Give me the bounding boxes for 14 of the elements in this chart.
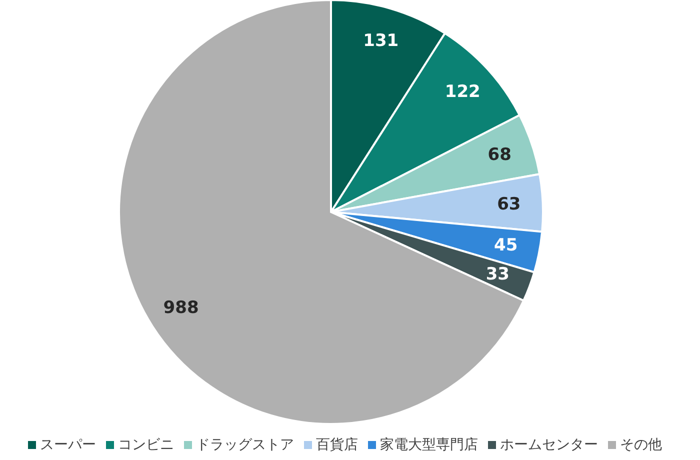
legend-label: 家電大型専門店 xyxy=(380,437,478,453)
legend-label: ホームセンター xyxy=(500,437,598,453)
data-label: 68 xyxy=(488,144,512,165)
data-label: 122 xyxy=(444,82,480,102)
data-label: 33 xyxy=(486,264,510,285)
legend-label: コンビニ xyxy=(118,437,174,453)
legend-label: ドラッグストア xyxy=(196,437,294,453)
data-label: 988 xyxy=(163,298,199,318)
data-label: 45 xyxy=(494,236,518,256)
data-label: 63 xyxy=(497,194,521,214)
data-label: 131 xyxy=(363,31,399,52)
legend-label: その他 xyxy=(620,437,662,453)
legend-label: スーパー xyxy=(40,437,96,453)
legend-label: 百貨店 xyxy=(316,437,358,453)
